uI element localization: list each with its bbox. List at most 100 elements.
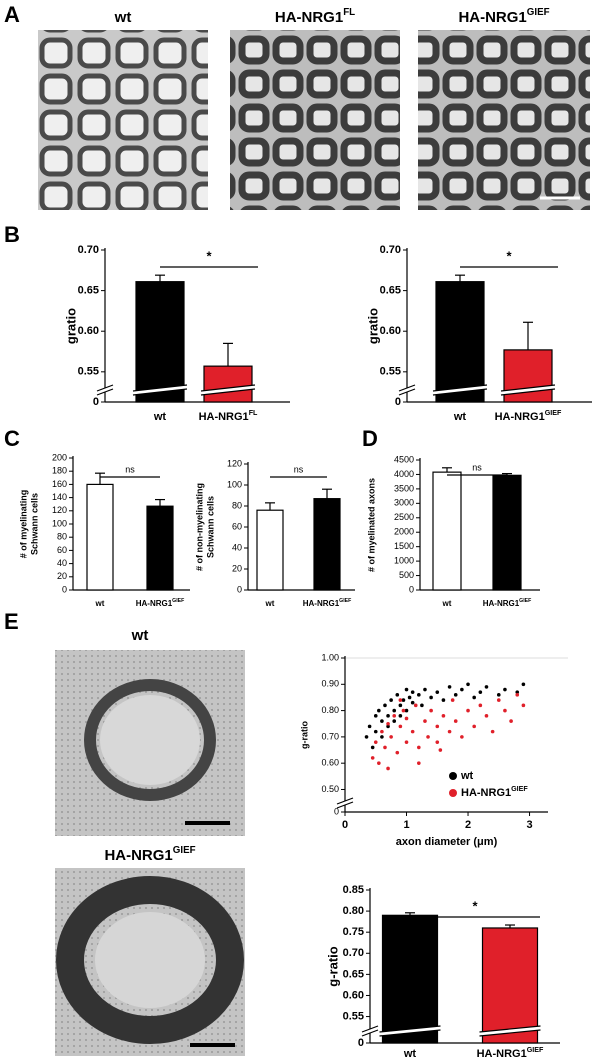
legend-text: HA-NRG1 [461, 787, 511, 799]
scatter-point [395, 750, 400, 755]
y-tick-label: 2000 [394, 527, 414, 537]
y-tick-label: 0.90 [321, 679, 339, 689]
scatter-point [521, 682, 526, 687]
x-tick-label-sup: GIEF [545, 409, 562, 417]
scatter-point [413, 703, 418, 708]
image-label-text: HA-NRG1 [104, 847, 172, 864]
scatter-point [398, 703, 403, 708]
y-tick-label: 0.55 [78, 366, 99, 378]
y-tick-label: 40 [57, 558, 67, 568]
bar [86, 483, 114, 591]
y-tick-label: 20 [232, 563, 242, 573]
x-tick-label-text: HA-NRG1 [483, 599, 520, 608]
y-tick-label: 100 [52, 518, 67, 528]
axis-break-line [500, 384, 556, 392]
axis-break-line [200, 384, 256, 392]
scatter-point [386, 724, 390, 729]
scatter-point [435, 740, 440, 744]
y-tick-label: 0.60 [321, 758, 339, 768]
y-axis-label: gratio [365, 308, 380, 344]
y-tick-label: 0.75 [343, 926, 364, 938]
panel-label: B [4, 222, 20, 247]
scatter-point [410, 700, 415, 705]
scatter-point [398, 714, 403, 718]
x-tick-label: HA-NRG1GIEF [303, 598, 352, 608]
x-tick-label-sup: GIEF [519, 598, 531, 604]
y-tick-label: 0.70 [78, 244, 99, 256]
axis-break-line [200, 388, 256, 396]
scatter-point [438, 748, 443, 752]
x-tick-label-text: wt [453, 411, 467, 423]
y-tick-label: 20 [57, 571, 67, 581]
x-tick-label-sup: GIEF [527, 1046, 544, 1054]
micrograph [418, 30, 590, 210]
x-tick-label-text: HA-NRG1 [303, 599, 340, 608]
image-label-text: HA-NRG1 [458, 9, 526, 26]
y-tick-label: 0.65 [78, 285, 99, 297]
significance-label: * [506, 248, 512, 263]
bar [492, 474, 522, 591]
axis-break-line [96, 384, 114, 392]
scatter-point [484, 685, 489, 689]
image-label: HA-NRG1GIEF [104, 845, 195, 864]
axis-break-line [96, 388, 114, 396]
axis-break-line [361, 1029, 379, 1037]
bar [435, 281, 485, 403]
y-tick-label: 0.70 [321, 731, 339, 741]
significance-label: * [472, 898, 478, 913]
x-tick-label-text: HA-NRG1 [199, 411, 249, 423]
x-tick-label-text: wt [95, 599, 105, 608]
scatter-point [386, 766, 390, 771]
image-label-sup: FL [343, 7, 355, 18]
bar [432, 471, 462, 591]
y-tick-label: 2500 [394, 512, 414, 522]
y-tick-label: 0.55 [380, 366, 401, 378]
scatter-point [515, 693, 520, 697]
x-tick-label: 3 [526, 819, 532, 831]
y-tick-label: 0.60 [78, 325, 99, 337]
image-label: HA-NRG1GIEF [458, 7, 549, 26]
axis-break [97, 385, 113, 395]
axis-break [337, 798, 353, 808]
y-tick-label: 0.65 [343, 968, 364, 980]
y-tick-label: 0.60 [343, 989, 364, 1001]
scatter-point [496, 698, 501, 702]
panel-label: E [4, 609, 19, 634]
y-tick-label: 0 [334, 806, 339, 816]
image-label-text: wt [114, 9, 132, 26]
bar [381, 914, 439, 1044]
y-tick-label: 0.50 [321, 784, 339, 794]
x-tick-label: HA-NRG1FL [199, 409, 258, 423]
axis-break-line [479, 1025, 541, 1033]
scatter-point [472, 695, 476, 700]
scatter-point [380, 735, 384, 739]
axis-break [133, 385, 187, 395]
y-tick-label: 0.60 [380, 325, 401, 337]
legend-marker [449, 772, 457, 780]
axis-break-line [500, 388, 556, 396]
y-tick-label: 0.80 [321, 705, 339, 715]
axon [100, 695, 200, 785]
image-label: HA-NRG1FL [275, 7, 355, 26]
x-tick-label-sup: FL [249, 409, 258, 417]
axis-break-line [336, 797, 354, 805]
bar [313, 498, 341, 591]
y-tick-label: 3500 [394, 483, 414, 493]
x-tick-label: HA-NRG1GIEF [495, 409, 562, 423]
image-label-text: HA-NRG1 [275, 9, 343, 26]
scatter-point [484, 714, 489, 718]
y-tick-label: 0 [395, 396, 401, 408]
scatter-point [460, 687, 464, 692]
x-tick-label-sup: GIEF [172, 598, 184, 604]
scatter-point [380, 719, 384, 723]
scatter-point [515, 690, 520, 694]
panel-label: C [4, 426, 20, 451]
bar [203, 365, 253, 403]
scatter-point [377, 761, 381, 765]
y-tick-label: 0.65 [380, 285, 401, 297]
scatter-point [453, 719, 458, 723]
axis-break [433, 385, 487, 395]
scatter-point [503, 708, 507, 713]
scatter-point [392, 714, 397, 718]
